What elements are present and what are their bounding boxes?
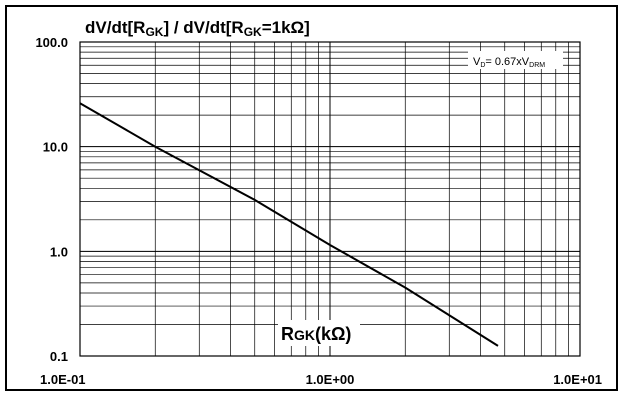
y-tick-label: 0.1 bbox=[50, 349, 68, 364]
y-tick-label: 10.0 bbox=[43, 140, 68, 155]
x-axis-label: RGK(kΩ) bbox=[281, 324, 351, 344]
title-suffix: =1kΩ] bbox=[262, 18, 310, 37]
grid bbox=[80, 42, 580, 356]
annotation-box bbox=[468, 51, 563, 69]
x-tick-label: 1.0E-01 bbox=[40, 372, 86, 387]
title-prefix: dV/dt[R bbox=[85, 18, 145, 37]
title-sub-1: GK bbox=[145, 25, 163, 39]
chart-title: dV/dt[RGK] / dV/dt[RGK=1kΩ] bbox=[85, 18, 310, 39]
xlabel-sub: GK bbox=[294, 327, 315, 343]
y-tick-label: 1.0 bbox=[50, 244, 68, 259]
annotation-v1-sub: D bbox=[480, 62, 485, 69]
annotation-mid: = 0.67xV bbox=[485, 56, 529, 68]
series-layer bbox=[79, 102, 499, 347]
x-tick-label: 1.0E+00 bbox=[306, 372, 355, 387]
x-tick-label: 1.0E+01 bbox=[553, 372, 602, 387]
xlabel-main: R bbox=[281, 324, 294, 344]
title-middle: ] / dV/dt[R bbox=[163, 18, 243, 37]
annotation-v2-sub: DRM bbox=[529, 62, 545, 69]
annotation-v1: V bbox=[473, 56, 481, 68]
annotation-text: VD= 0.67xVDRM bbox=[473, 56, 545, 69]
title-sub-2: GK bbox=[244, 25, 262, 39]
series-line bbox=[79, 102, 499, 347]
tick-labels: 100.0 10.0 1.0 0.1 1.0E-01 1.0E+00 1.0E+01 bbox=[35, 35, 602, 387]
xlabel-rest: (kΩ) bbox=[315, 324, 351, 344]
plot-border bbox=[79, 41, 581, 357]
y-tick-label: 100.0 bbox=[35, 35, 68, 50]
xlabel-background bbox=[278, 320, 360, 346]
